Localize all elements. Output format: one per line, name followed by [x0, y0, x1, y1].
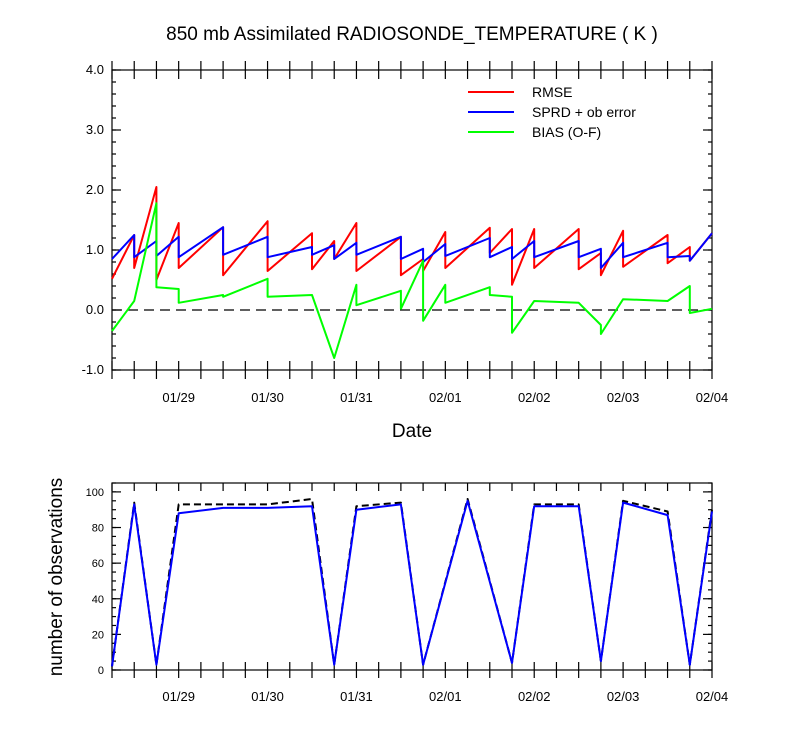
y-tick-label: 100 — [86, 487, 104, 499]
x-tick-label: 01/29 — [162, 390, 195, 405]
bias-line — [111, 202, 713, 359]
y-tick-label: 40 — [92, 594, 104, 606]
x-tick-label: 01/31 — [340, 689, 373, 704]
x-tick-label: 02/01 — [429, 390, 462, 405]
x-tick-label: 02/02 — [518, 390, 551, 405]
y-axis-title-observations: number of observations — [46, 478, 67, 677]
y-tick-label: 2.0 — [86, 182, 104, 197]
y-tick-label: 0 — [98, 665, 104, 677]
y-tick-label: 1.0 — [86, 242, 104, 257]
y-tick-label: 20 — [92, 629, 104, 641]
x-tick-label: 01/31 — [340, 390, 373, 405]
x-tick-label: 02/04 — [696, 689, 729, 704]
x-tick-label: 02/02 — [518, 689, 551, 704]
observation-count-panel: 0 20 40 60 80 100 01/29 01/30 01/31 02/01 02/02 02/… — [86, 482, 729, 704]
y-tick-label: 80 — [92, 523, 104, 535]
y-tick-label: -1.0 — [82, 362, 104, 377]
y-tick-label: 0.0 — [86, 302, 104, 317]
y-tick-label: 3.0 — [86, 122, 104, 137]
legend-rmse-label: RMSE — [532, 84, 572, 100]
rmse-spread-bias-panel: -1.0 0.0 1.0 2.0 3.0 4.0 01/29 01/30 01/31 02/01 0… — [82, 61, 729, 405]
y-tick-label: 4.0 — [86, 62, 104, 77]
x-tick-label: 02/03 — [607, 689, 640, 704]
x-axis-title: Date — [392, 421, 432, 442]
legend-spread-label: SPRD + ob error — [532, 104, 636, 120]
x-tick-label: 02/01 — [429, 689, 462, 704]
x-tick-label: 02/04 — [696, 390, 729, 405]
plot-frame — [111, 69, 713, 371]
spread-line — [111, 226, 713, 269]
x-tick-label: 01/30 — [251, 689, 284, 704]
y-tick-label: 60 — [92, 558, 104, 570]
chart-title: 850 mb Assimilated RADIOSONDE_TEMPERATUR… — [166, 24, 658, 45]
rmse-line — [111, 186, 713, 286]
x-tick-label: 01/29 — [162, 689, 195, 704]
assimilated-observations-line — [111, 499, 713, 667]
legend-bias-label: BIAS (O-F) — [532, 124, 601, 140]
x-tick-label: 02/03 — [607, 390, 640, 405]
plot-frame-observations — [111, 482, 713, 671]
x-tick-label: 01/30 — [251, 390, 284, 405]
